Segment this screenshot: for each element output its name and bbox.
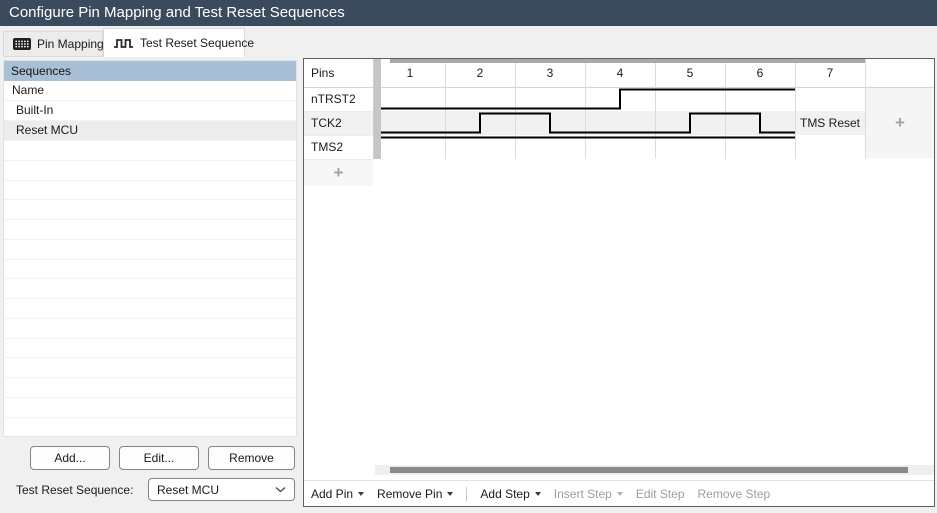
sequence-item-reset-mcu[interactable]: Reset MCU	[4, 121, 296, 141]
step-toolbar: Add Pin Remove Pin Add Step Insert Step Edit…	[304, 480, 934, 506]
empty-list-row	[4, 299, 296, 319]
pin-row-tck2[interactable]: TCK2	[311, 116, 342, 130]
empty-list-row	[4, 319, 296, 339]
waveform-icon	[113, 37, 134, 50]
vertical-scrollbar[interactable]	[374, 59, 381, 159]
test-reset-sequence-value: Reset MCU	[157, 482, 220, 497]
pins-column-header: Pins	[311, 66, 335, 80]
toolbar-insert-step: Insert Step	[554, 487, 623, 501]
add-pin-plus-button[interactable]: +	[304, 160, 373, 186]
grid-line	[865, 59, 866, 159]
toolbar-remove-pin[interactable]: Remove Pin	[377, 486, 454, 501]
toolbar-label: Add Step	[480, 486, 530, 501]
dialog-title: Configure Pin Mapping and Test Reset Seq…	[0, 0, 937, 26]
grid-line	[725, 59, 726, 159]
header-divider	[304, 87, 934, 88]
chevron-down-icon	[275, 486, 286, 493]
toolbar-label: Remove Pin	[377, 486, 443, 501]
empty-list-row	[4, 358, 296, 378]
toolbar-edit-step: Edit Step	[636, 487, 685, 501]
dropdown-arrow-icon	[534, 491, 541, 496]
row-divider	[304, 159, 373, 160]
edit-button[interactable]: Edit...	[119, 446, 199, 470]
pins-column-divider	[373, 59, 374, 159]
toolbar-label: Remove Step	[697, 486, 771, 501]
step-header-5[interactable]: 5	[686, 66, 694, 80]
row-divider	[304, 135, 373, 136]
pin-row-ntrst2[interactable]: nTRST2	[311, 92, 356, 106]
empty-list-row	[4, 398, 296, 418]
toolbar-remove-step: Remove Step	[698, 487, 771, 501]
empty-list-row	[4, 339, 296, 359]
remove-button[interactable]: Remove	[208, 446, 295, 470]
step-header-3[interactable]: 3	[546, 66, 554, 80]
toolbar-add-step[interactable]: Add Step	[480, 486, 541, 501]
empty-list-row	[4, 161, 296, 181]
add-step-plus-button[interactable]: +	[866, 88, 934, 158]
horizontal-scrollbar[interactable]	[375, 465, 934, 475]
step-header-4[interactable]: 4	[616, 66, 624, 80]
tab-pin-mapping-label: Pin Mapping	[37, 37, 104, 51]
pin-grid-icon	[13, 38, 31, 50]
empty-list-row	[4, 418, 296, 437]
empty-list-row	[4, 181, 296, 201]
grid-line	[655, 59, 656, 159]
sequence-item-built-in[interactable]: Built-In	[4, 101, 296, 121]
tck2-row-stripe	[304, 111, 865, 135]
name-column-header: Name	[4, 81, 296, 101]
toolbar-separator	[466, 486, 468, 501]
empty-list-row	[4, 220, 296, 240]
add-button[interactable]: Add...	[30, 446, 110, 470]
toolbar-label: Insert Step	[553, 486, 612, 501]
row-divider	[304, 111, 373, 112]
wave-ntrst2[interactable]	[381, 88, 795, 110]
toolbar-add-pin[interactable]: Add Pin	[311, 486, 365, 501]
empty-list-row	[4, 200, 296, 220]
sequences-list-title: Sequences	[4, 61, 296, 81]
toolbar-label: Add Pin	[311, 486, 354, 501]
test-reset-sequence-label: Test Reset Sequence:	[16, 483, 134, 497]
dropdown-arrow-icon	[616, 491, 623, 496]
step-header-2[interactable]: 2	[476, 66, 484, 80]
empty-list-row	[4, 141, 296, 161]
top-scrollbar[interactable]	[390, 59, 865, 63]
dropdown-arrow-icon	[358, 491, 365, 496]
tab-test-reset-sequence[interactable]: Test Reset Sequence	[103, 28, 254, 57]
dropdown-arrow-icon	[447, 491, 454, 496]
tab-pin-mapping[interactable]: Pin Mapping	[3, 31, 104, 57]
empty-list-row	[4, 260, 296, 280]
test-reset-sequence-select[interactable]: Reset MCU	[148, 478, 295, 501]
tab-test-reset-sequence-label: Test Reset Sequence	[140, 36, 255, 50]
waveform-plot[interactable]	[375, 87, 936, 159]
step-header-7[interactable]: 7	[826, 66, 834, 80]
sequences-list: Sequences Name Built-In Reset MCU	[3, 60, 297, 437]
grid-line	[795, 59, 796, 159]
pin-row-tms2[interactable]: TMS2	[311, 140, 344, 154]
empty-list-row	[4, 240, 296, 260]
horizontal-scrollbar-thumb[interactable]	[390, 467, 908, 473]
empty-list-row	[4, 279, 296, 299]
waveform-editor: Pins 1 2 3 4 5 6 7 nTRST2 TCK2 TMS2 TMS Reset + +…	[303, 58, 935, 507]
step-header-6[interactable]: 6	[756, 66, 764, 80]
step-7-label[interactable]: TMS Reset	[799, 116, 860, 130]
toolbar-label: Edit Step	[635, 486, 685, 501]
empty-list-row	[4, 378, 296, 398]
step-header-1[interactable]: 1	[406, 66, 414, 80]
wave-tck2[interactable]	[381, 112, 795, 134]
